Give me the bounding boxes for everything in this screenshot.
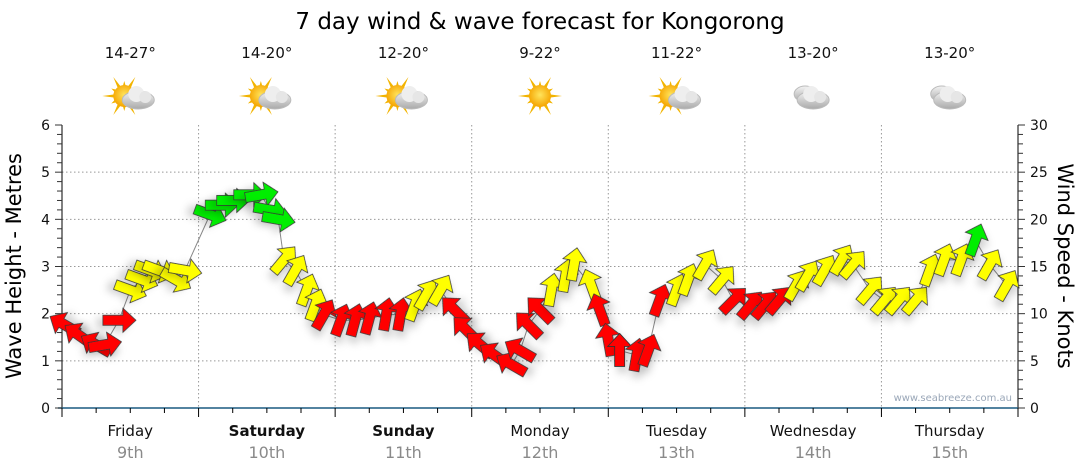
day-temperature: 11-22° bbox=[651, 44, 702, 62]
right-tick-label: 0 bbox=[1030, 401, 1039, 417]
wind-arrow bbox=[976, 249, 1003, 282]
wind-arrow bbox=[637, 333, 662, 368]
wind-arrow bbox=[764, 286, 792, 317]
day-temperature: 14-27° bbox=[105, 44, 156, 62]
date-label: 10th bbox=[248, 443, 285, 462]
left-tick-label: 1 bbox=[41, 354, 50, 370]
right-axis-title: Wind Speed - Knots bbox=[1053, 163, 1077, 368]
wind-arrow bbox=[504, 337, 537, 364]
wind-arrow bbox=[900, 286, 928, 317]
wind-arrow bbox=[427, 274, 454, 307]
sun-cloud-icon bbox=[238, 76, 292, 116]
date-label: 12th bbox=[522, 443, 559, 462]
day-label: Wednesday bbox=[770, 422, 857, 440]
day-label: Thursday bbox=[914, 422, 985, 440]
day-label: Sunday bbox=[372, 422, 435, 440]
left-tick-label: 5 bbox=[41, 165, 50, 181]
wind-arrow bbox=[594, 322, 621, 358]
watermark: www.seabreeze.com.au bbox=[894, 393, 1012, 404]
wind-arrow bbox=[838, 251, 866, 281]
day-temperature: 13-20° bbox=[788, 44, 839, 62]
day-label: Saturday bbox=[229, 422, 306, 440]
wind-arrow bbox=[282, 255, 309, 288]
left-tick-label: 6 bbox=[41, 118, 50, 134]
day-label: Tuesday bbox=[645, 422, 707, 440]
sun-cloud-icon bbox=[375, 76, 428, 116]
day-label: Monday bbox=[510, 422, 569, 440]
wind-arrow bbox=[707, 266, 735, 296]
wind-arrow bbox=[964, 223, 989, 258]
right-tick-label: 30 bbox=[1030, 118, 1048, 134]
wind-arrow bbox=[516, 312, 545, 341]
wind-arrow bbox=[310, 299, 337, 332]
wind-arrow bbox=[562, 247, 588, 282]
left-tick-label: 4 bbox=[41, 212, 50, 228]
left-tick-label: 0 bbox=[41, 401, 50, 417]
cloud-icon bbox=[930, 85, 967, 110]
date-label: 13th bbox=[658, 443, 695, 462]
wind-arrow bbox=[167, 258, 203, 284]
right-tick-label: 15 bbox=[1030, 260, 1048, 276]
date-label: 15th bbox=[931, 443, 968, 462]
day-temperature: 9-22° bbox=[519, 44, 561, 62]
wind-arrow bbox=[993, 270, 1020, 303]
date-label: 9th bbox=[117, 443, 144, 462]
right-tick-label: 5 bbox=[1030, 354, 1039, 370]
chart-title: 7 day wind & wave forecast for Kongorong bbox=[295, 9, 784, 35]
day-temperature: 13-20° bbox=[924, 44, 975, 62]
left-axis-title: Wave Height - Metres bbox=[2, 153, 26, 379]
day-label: Friday bbox=[108, 422, 154, 440]
right-tick-label: 20 bbox=[1030, 212, 1048, 228]
date-label: 11th bbox=[385, 443, 422, 462]
wind-arrow bbox=[102, 307, 137, 334]
left-tick-label: 2 bbox=[41, 307, 50, 323]
sun-cloud-icon bbox=[648, 76, 702, 116]
sun-icon bbox=[518, 76, 562, 116]
left-tick-label: 3 bbox=[41, 260, 50, 276]
day-temperature: 14-20° bbox=[241, 44, 292, 62]
cloud-icon bbox=[793, 85, 830, 110]
sun-cloud-icon bbox=[102, 76, 155, 116]
wind-arrow bbox=[855, 276, 883, 307]
wind-arrow bbox=[692, 249, 719, 282]
date-label: 14th bbox=[795, 443, 832, 462]
wind-arrow bbox=[261, 207, 296, 233]
day-temperature: 12-20° bbox=[378, 44, 429, 62]
right-tick-label: 10 bbox=[1030, 307, 1048, 323]
wind-arrow bbox=[295, 273, 321, 308]
wind-arrow bbox=[87, 331, 123, 357]
right-tick-label: 25 bbox=[1030, 165, 1048, 181]
